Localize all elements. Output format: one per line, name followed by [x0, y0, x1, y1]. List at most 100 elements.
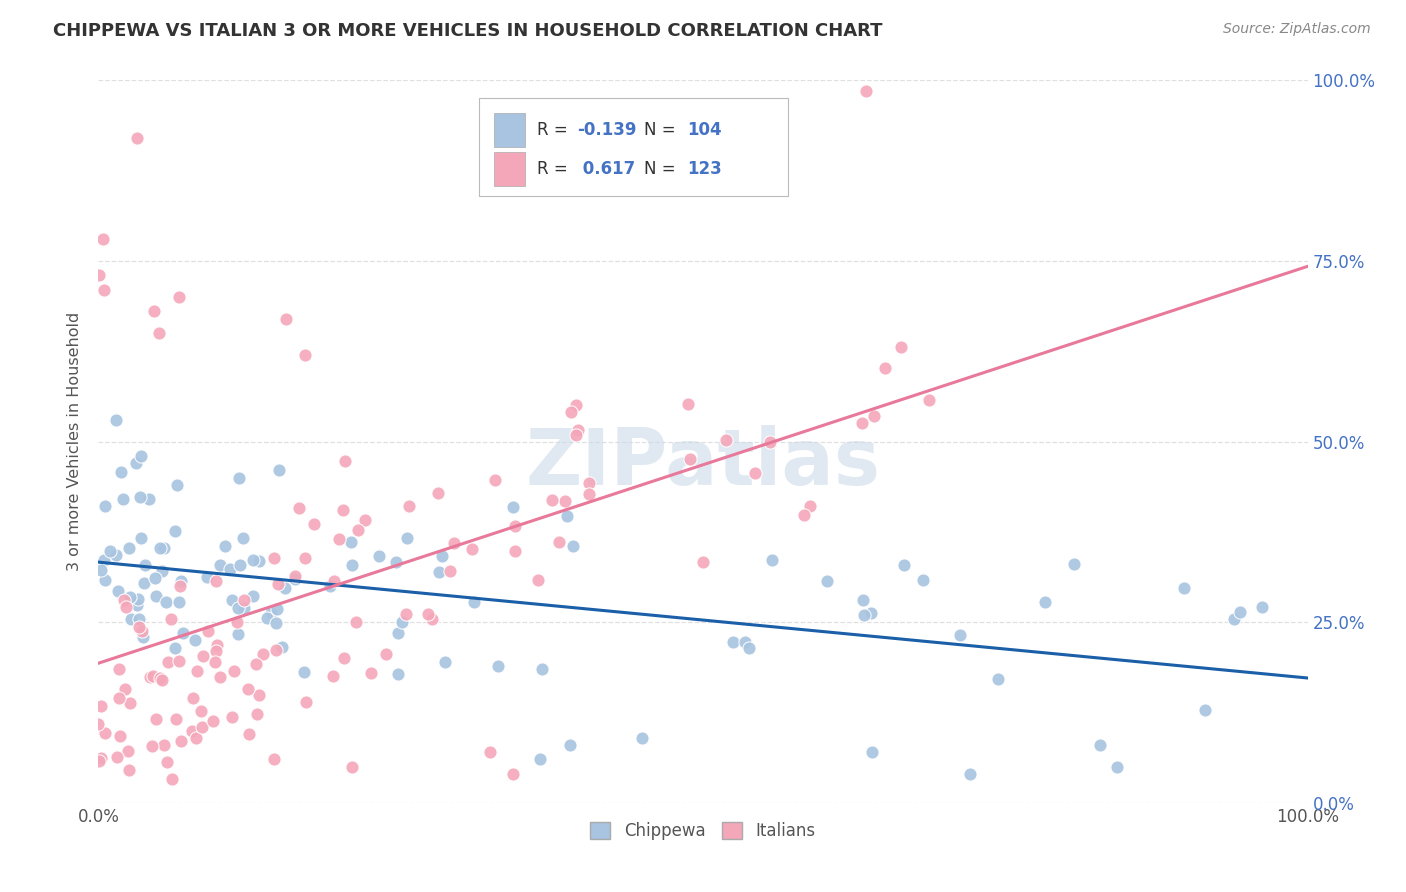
Point	[93, 232, 115, 246]
Point	[367, 549, 389, 563]
Point	[319, 579, 342, 593]
Point	[208, 558, 231, 573]
Point	[890, 340, 912, 354]
Point	[252, 647, 274, 661]
Point	[288, 500, 311, 515]
Point	[143, 571, 166, 585]
FancyBboxPatch shape	[494, 112, 526, 147]
Point	[118, 763, 141, 777]
Point	[205, 639, 228, 653]
Point	[503, 544, 526, 558]
Point	[214, 539, 236, 553]
Point	[274, 582, 297, 596]
Point	[714, 434, 737, 448]
Point	[1063, 557, 1085, 571]
Point	[181, 691, 204, 706]
Point	[959, 767, 981, 781]
Point	[263, 752, 285, 766]
Point	[181, 724, 204, 739]
Point	[418, 607, 440, 622]
Point	[245, 657, 267, 671]
Point	[302, 516, 325, 531]
FancyBboxPatch shape	[479, 98, 787, 196]
Point	[190, 704, 212, 718]
Point	[274, 311, 297, 326]
Point	[294, 348, 316, 362]
Point	[132, 575, 155, 590]
Point	[90, 751, 112, 765]
Point	[117, 744, 139, 758]
Point	[560, 738, 582, 752]
Point	[565, 428, 588, 442]
Point	[153, 739, 176, 753]
Point	[342, 558, 364, 573]
Point	[89, 563, 111, 577]
Point	[554, 494, 576, 508]
Point	[132, 630, 155, 644]
Point	[375, 647, 398, 661]
Point	[118, 590, 141, 604]
Point	[138, 491, 160, 506]
FancyBboxPatch shape	[494, 152, 526, 186]
Point	[346, 523, 368, 537]
Point	[226, 626, 249, 640]
Point	[340, 534, 363, 549]
Legend: Chippewa, Italians: Chippewa, Italians	[583, 815, 823, 847]
Point	[186, 731, 208, 745]
Point	[270, 640, 292, 655]
Text: CHIPPEWA VS ITALIAN 3 OR MORE VEHICLES IN HOUSEHOLD CORRELATION CHART: CHIPPEWA VS ITALIAN 3 OR MORE VEHICLES I…	[53, 22, 883, 40]
Point	[322, 669, 344, 683]
Point	[145, 712, 167, 726]
Point	[242, 553, 264, 567]
Point	[557, 509, 579, 524]
Point	[1229, 605, 1251, 619]
Point	[335, 454, 357, 468]
Point	[427, 485, 450, 500]
Point	[862, 745, 884, 759]
Text: -0.139: -0.139	[578, 121, 637, 139]
Point	[1194, 703, 1216, 717]
Point	[186, 664, 208, 678]
Point	[387, 666, 409, 681]
Point	[758, 434, 780, 449]
Point	[142, 669, 165, 683]
Point	[89, 755, 111, 769]
Point	[108, 729, 131, 743]
Point	[852, 592, 875, 607]
Point	[118, 541, 141, 556]
Point	[987, 672, 1010, 686]
Point	[105, 548, 128, 562]
Text: N =: N =	[644, 161, 681, 178]
Point	[143, 304, 166, 318]
Point	[162, 772, 184, 786]
Point	[219, 562, 242, 576]
Point	[105, 749, 128, 764]
Point	[149, 541, 172, 555]
Point	[93, 553, 115, 567]
Point	[165, 524, 187, 538]
Point	[108, 690, 131, 705]
Point	[738, 641, 761, 656]
Point	[484, 473, 506, 487]
Point	[430, 549, 453, 563]
Point	[150, 564, 173, 578]
Point	[169, 579, 191, 593]
Point	[434, 655, 457, 669]
Point	[226, 600, 249, 615]
Point	[266, 601, 288, 615]
Point	[353, 513, 375, 527]
Point	[104, 413, 127, 427]
Point	[1088, 738, 1111, 752]
Point	[204, 644, 226, 658]
Point	[387, 626, 409, 640]
Point	[948, 628, 970, 642]
Point	[344, 615, 367, 630]
Point	[502, 500, 524, 514]
Point	[294, 550, 316, 565]
Point	[157, 655, 180, 669]
Point	[129, 449, 152, 463]
Point	[226, 615, 249, 629]
Point	[391, 615, 413, 630]
Point	[561, 539, 583, 553]
Text: 104: 104	[688, 121, 721, 139]
